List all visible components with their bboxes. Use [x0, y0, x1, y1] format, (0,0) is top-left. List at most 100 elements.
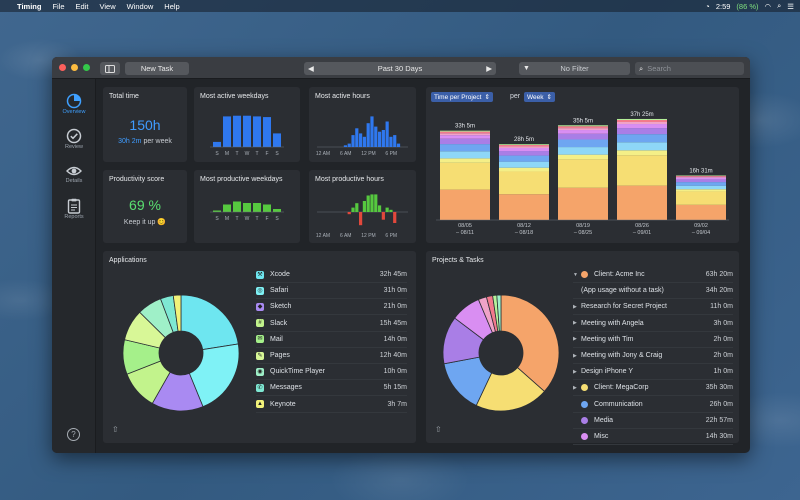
hour-bar — [389, 209, 393, 212]
donut-slice — [180, 294, 239, 351]
list-item[interactable]: ▶ Meeting with Angela 3h 0m — [573, 316, 733, 332]
productivity-value: 69 % — [129, 197, 161, 213]
menu-app-name[interactable]: Timing — [17, 1, 42, 11]
menu-edit[interactable]: Edit — [75, 1, 89, 11]
app-time: 21h 0m — [383, 303, 407, 311]
stack-segment — [440, 158, 490, 163]
menu-view[interactable]: View — [99, 1, 116, 11]
disclosure-icon[interactable]: ▶ — [573, 303, 577, 310]
weekday-bar — [243, 203, 251, 212]
menu-window[interactable]: Window — [126, 1, 154, 11]
metric-select[interactable]: Time per Project ⇕ — [431, 92, 493, 102]
list-item[interactable]: # Slack 15h 45m — [256, 316, 407, 332]
bar-total-label: 16h 31m — [689, 168, 712, 174]
weekday-tick: F — [265, 151, 268, 157]
hour-bar — [393, 212, 397, 223]
disclosure-icon[interactable]: ▶ — [573, 352, 577, 359]
weekday-tick: T — [255, 216, 258, 222]
search-placeholder: Search — [647, 64, 671, 73]
sidebar-item-details[interactable]: Details — [52, 157, 96, 191]
sidebar-toggle-button[interactable] — [100, 62, 120, 75]
list-item[interactable]: ▶ Research for Secret Project 11h 0m — [573, 299, 733, 316]
disclosure-icon[interactable]: ▶ — [573, 368, 577, 375]
app-time: 5h 15m — [383, 384, 407, 392]
timing-status-icon[interactable]: ◔ — [705, 1, 710, 11]
disclosure-expanded-icon[interactable]: ▼ — [573, 271, 578, 278]
disclosure-icon[interactable]: ▶ — [573, 336, 577, 343]
minimize-button[interactable] — [71, 64, 78, 71]
stack-segment — [676, 175, 726, 177]
stack-segment — [558, 159, 608, 188]
search-field[interactable]: ⌕ Search — [635, 62, 744, 75]
list-item[interactable]: Misc 14h 30m — [573, 429, 733, 445]
weekday-tick: W — [245, 151, 250, 157]
app-time: 32h 45m — [379, 271, 407, 278]
list-item[interactable]: ◉ QuickTime Player 10h 0m — [256, 364, 407, 381]
disclosure-icon[interactable]: ▶ — [573, 384, 577, 391]
sidebar-item-review[interactable]: Review — [52, 122, 96, 156]
per-week-row: 30h 2m per week — [103, 138, 187, 145]
productive-hours-card: Most productive hours 12 AM 6 AM 12 PM 6 PM — [309, 170, 416, 243]
list-item[interactable]: ✉ Mail 14h 0m — [256, 332, 407, 348]
stack-segment — [499, 147, 549, 152]
help-icon[interactable]: ? — [67, 428, 80, 441]
list-item[interactable]: (App usage without a task) 34h 20m — [573, 283, 733, 300]
stack-segment — [440, 189, 490, 220]
list-item[interactable]: ⚒ Xcode 32h 45m — [256, 267, 407, 283]
list-item[interactable]: ▲ Keynote 3h 7m — [256, 397, 407, 413]
list-item[interactable]: Media 22h 57m — [573, 413, 733, 429]
list-item[interactable]: ◆ Sketch 21h 0m — [256, 299, 407, 316]
sidebar-item-label: Review — [64, 144, 84, 150]
app-name: QuickTime Player — [270, 368, 325, 376]
next-period-icon[interactable]: ▶ — [486, 64, 492, 73]
menu-time[interactable]: 2:59 — [715, 1, 731, 11]
new-task-button[interactable]: New Task — [125, 62, 189, 75]
bar-total-label: 33h 5m — [455, 124, 475, 130]
weekday-bar — [273, 209, 281, 212]
filter-button[interactable]: ▼ No Filter — [519, 62, 630, 75]
notification-center-icon[interactable]: ☰ — [787, 1, 794, 11]
hour-tick: 12 PM — [361, 151, 375, 157]
card-title: Projects & Tasks — [432, 257, 484, 264]
quicktime-icon: ◉ — [256, 367, 264, 376]
list-item[interactable]: ✎ Pages 12h 40m — [256, 348, 407, 364]
app-name: Mail — [270, 335, 283, 343]
list-item[interactable]: ▶ Meeting with Jony & Craig 2h 0m — [573, 348, 733, 364]
share-icon[interactable]: ⇧ — [435, 425, 442, 434]
share-icon[interactable]: ⇧ — [112, 425, 119, 434]
card-title: Most productive hours — [315, 176, 384, 183]
weekday-bar — [213, 210, 221, 212]
zoom-button[interactable] — [83, 64, 90, 71]
mail-icon: ✉ — [256, 335, 264, 344]
hour-bar — [385, 121, 389, 147]
disclosure-icon[interactable]: ▶ — [573, 320, 577, 327]
period-selector[interactable]: ◀ Past 30 Days ▶ — [304, 62, 496, 75]
bar-range-label: – 08/11 — [456, 230, 474, 236]
project-name: Meeting with Jony & Craig — [581, 352, 663, 359]
weekday-bar — [263, 204, 271, 212]
stack-segment — [440, 138, 490, 145]
stack-segment — [558, 128, 608, 131]
list-item[interactable]: ◎ Safari 31h 0m — [256, 283, 407, 300]
spotlight-icon[interactable]: ⌕ — [777, 1, 782, 10]
list-item[interactable]: ✆ Messages 5h 15m — [256, 380, 407, 397]
list-item[interactable]: Communication 26h 0m — [573, 397, 733, 413]
weekday-tick: S — [275, 216, 279, 222]
list-item[interactable]: ▶ Design iPhone Y 1h 0m — [573, 364, 733, 381]
unit-select[interactable]: Week ⇕ — [524, 92, 555, 102]
stack-segment — [440, 130, 490, 132]
hour-bar — [347, 212, 351, 215]
project-time: 63h 20m — [705, 271, 733, 278]
sidebar-item-overview[interactable]: Overview — [52, 87, 96, 121]
list-item[interactable]: ▼ Client: Acme Inc 63h 20m — [573, 267, 733, 283]
previous-period-icon[interactable]: ◀ — [308, 64, 314, 73]
stack-segment — [558, 154, 608, 160]
sidebar-item-reports[interactable]: Reports — [52, 192, 96, 226]
menu-help[interactable]: Help — [164, 1, 180, 11]
list-item[interactable]: ▶ Meeting with Tim 2h 0m — [573, 332, 733, 348]
list-item[interactable]: ▶ Client: MegaCorp 35h 30m — [573, 380, 733, 397]
menu-file[interactable]: File — [52, 1, 65, 11]
wifi-icon[interactable]: ◠ — [764, 1, 772, 11]
close-button[interactable] — [59, 64, 66, 71]
